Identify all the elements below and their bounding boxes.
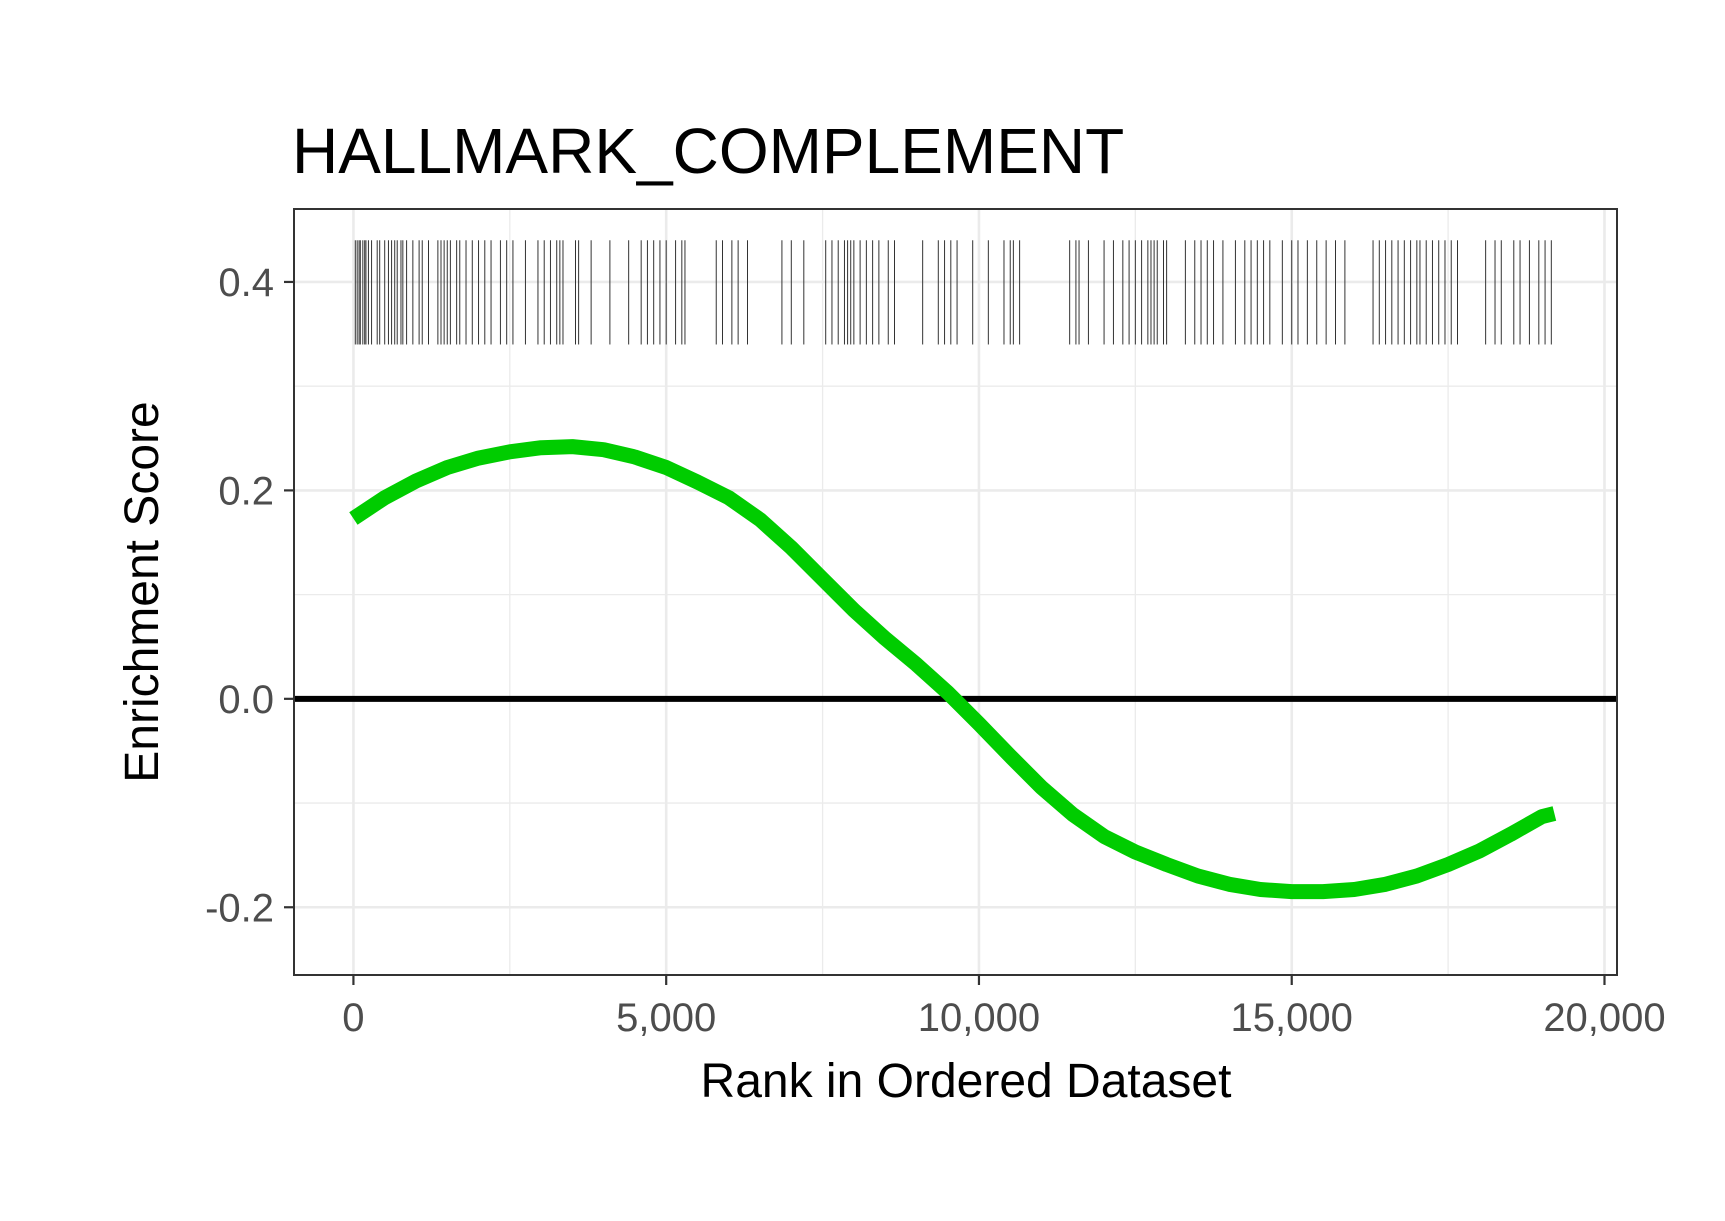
x-axis-title: Rank in Ordered Dataset: [701, 1055, 1232, 1108]
x-tick-label: 15,000: [1231, 996, 1353, 1040]
y-tick-label: 0.0: [218, 678, 274, 722]
x-tick-label: 20,000: [1543, 996, 1665, 1040]
x-tick-label: 10,000: [918, 996, 1040, 1040]
plot-panel-background: [294, 209, 1617, 975]
y-tick-label: 0.4: [218, 261, 274, 305]
y-tick-label: 0.2: [218, 469, 274, 513]
enrichment-score-line: [349, 439, 1557, 900]
chart-title: HALLMARK_COMPLEMENT: [292, 115, 1124, 187]
x-tick-label: 5,000: [616, 996, 716, 1040]
y-axis: -0.2 0.0 0.2 0.4: [205, 261, 294, 930]
gene-hit-ticks: [354, 240, 1552, 345]
x-tick-label: 0: [342, 996, 364, 1040]
y-tick-label: -0.2: [205, 886, 274, 930]
x-axis: 0 5,000 10,000 15,000 20,000: [342, 975, 1666, 1040]
y-axis-title: Enrichment Score: [116, 401, 169, 783]
plot-panel-border: [293, 208, 1618, 976]
